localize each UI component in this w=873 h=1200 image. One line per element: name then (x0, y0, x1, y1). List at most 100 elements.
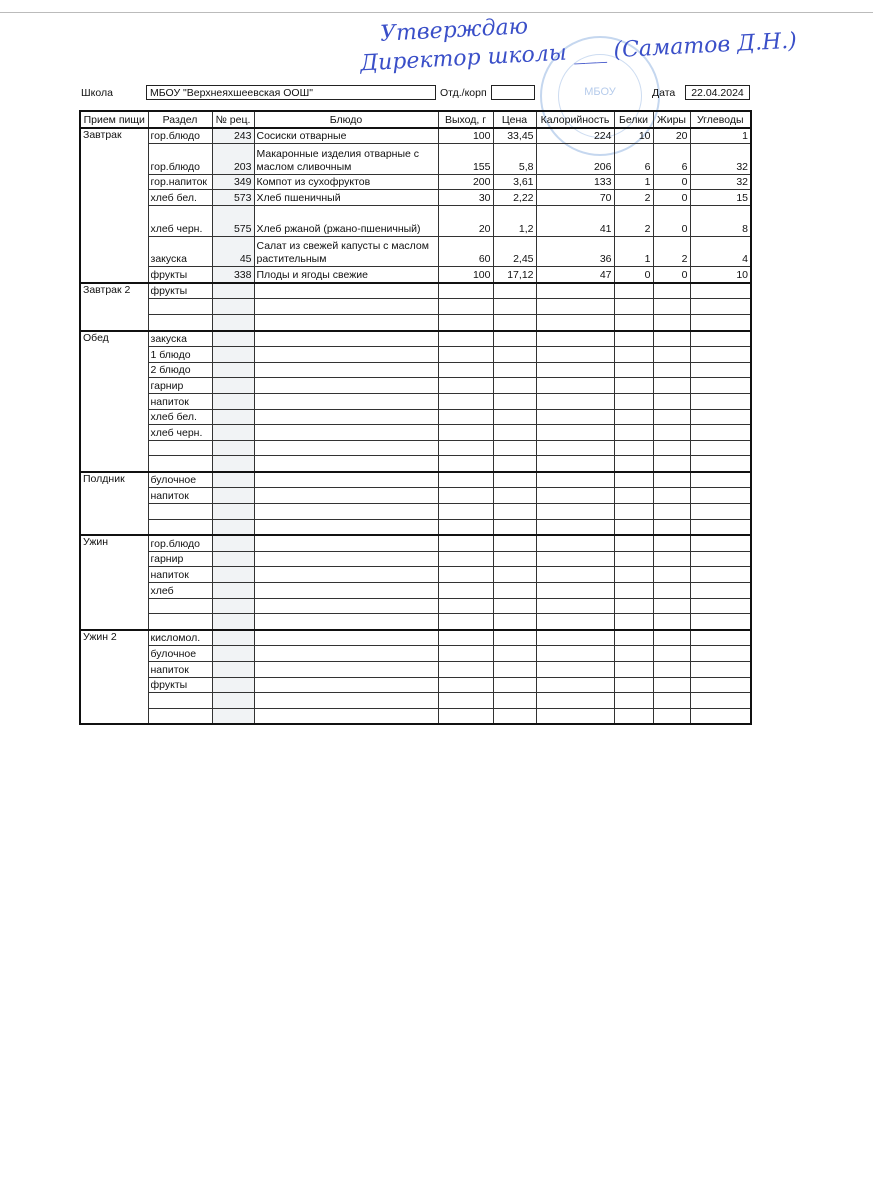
calories-cell (535, 408, 615, 426)
protein-cell (613, 424, 654, 441)
section-cell: фрукты (147, 266, 213, 284)
price-cell (492, 281, 537, 300)
fat-cell: 0 (652, 173, 691, 191)
section-cell: гор.блюдо (147, 126, 213, 145)
section-cell: кисломол. (147, 628, 213, 647)
table-row: напиток (80, 566, 752, 584)
fat-cell: 0 (652, 204, 691, 237)
carbs-cell (689, 346, 752, 363)
dish-cell (253, 298, 439, 315)
yield-cell (437, 518, 494, 536)
recipe-no-cell (211, 597, 255, 615)
calories-cell (535, 518, 615, 536)
price-cell (492, 707, 537, 725)
fat-cell (652, 692, 691, 709)
fat-cell (652, 346, 691, 363)
section-cell: напиток (147, 566, 213, 584)
recipe-no-cell: 573 (211, 189, 255, 206)
table-row: Ужин гор.блюдо (79, 534, 752, 631)
calories-cell (535, 392, 615, 410)
meal-name: Ужин (79, 534, 149, 631)
carbs-cell (689, 329, 752, 348)
table-row (80, 503, 752, 520)
fat-cell (652, 518, 691, 536)
calories-cell (535, 298, 615, 315)
fat-cell (652, 281, 691, 300)
section-cell: хлеб черн. (147, 424, 213, 441)
recipe-no-cell (211, 487, 255, 505)
calories-cell (535, 470, 615, 489)
price-cell: 2,22 (492, 189, 537, 206)
carbs-cell (689, 645, 752, 662)
recipe-no-cell (211, 470, 255, 489)
table-header: Прием пищи Раздел № рец. Блюдо Выход, г Цена К… (79, 110, 752, 129)
section-cell (147, 707, 213, 725)
recipe-no-cell (211, 424, 255, 441)
dish-cell (253, 707, 439, 725)
yield-cell (437, 377, 494, 394)
recipe-no-cell (211, 298, 255, 315)
fat-cell (652, 424, 691, 441)
protein-cell (613, 329, 654, 348)
calories-cell: 206 (535, 143, 615, 175)
carbs-cell (689, 298, 752, 315)
section-cell: хлеб бел. (147, 189, 213, 206)
price-cell (492, 329, 537, 348)
fat-cell (652, 582, 691, 599)
dish-cell (253, 408, 439, 426)
recipe-no-cell (211, 408, 255, 426)
section-cell (147, 439, 213, 457)
yield-cell (437, 597, 494, 615)
protein-cell: 1 (613, 173, 654, 191)
fat-cell (652, 628, 691, 647)
yield-cell (437, 313, 494, 332)
price-cell (492, 313, 537, 332)
fat-cell (652, 470, 691, 489)
column-header: Углеводы (689, 110, 752, 129)
date-label: Дата (652, 87, 676, 99)
yield-cell (437, 645, 494, 662)
recipe-no-cell (211, 455, 255, 473)
carbs-cell: 10 (689, 266, 752, 284)
yield-cell: 30 (437, 189, 494, 206)
dish-cell (253, 439, 439, 457)
recipe-no-cell (211, 613, 255, 631)
calories-cell (535, 455, 615, 473)
calories-cell (535, 281, 615, 300)
price-cell (492, 470, 537, 489)
yield-cell (437, 661, 494, 678)
table-row (80, 455, 752, 473)
yield-cell (437, 692, 494, 709)
price-cell (492, 518, 537, 536)
calories-cell (535, 661, 615, 678)
yield-cell (437, 424, 494, 441)
recipe-no-cell: 575 (211, 204, 255, 237)
table-row: хлеб черн. (80, 424, 752, 441)
calories-cell (535, 707, 615, 725)
protein-cell: 1 (613, 235, 654, 268)
table-row: напиток (80, 487, 752, 505)
protein-cell (613, 661, 654, 678)
table-row: хлеб бел. (80, 408, 752, 426)
recipe-no-cell (211, 676, 255, 694)
section-cell: булочное (147, 470, 213, 489)
dish-cell (253, 628, 439, 647)
fat-cell (652, 676, 691, 694)
section-cell: 1 блюдо (147, 346, 213, 363)
fat-cell (652, 298, 691, 315)
column-header: Блюдо (253, 110, 439, 129)
calories-cell (535, 645, 615, 662)
fat-cell (652, 377, 691, 394)
price-cell (492, 534, 537, 552)
price-cell (492, 550, 537, 568)
fat-cell (652, 487, 691, 505)
calories-cell: 70 (535, 189, 615, 206)
carbs-cell (689, 518, 752, 536)
protein-cell (613, 597, 654, 615)
protein-cell: 6 (613, 143, 654, 175)
scan-edge-line (0, 12, 873, 13)
table-row: булочное (80, 645, 752, 662)
yield-cell (437, 534, 494, 552)
protein-cell (613, 503, 654, 520)
carbs-cell: 8 (689, 204, 752, 237)
